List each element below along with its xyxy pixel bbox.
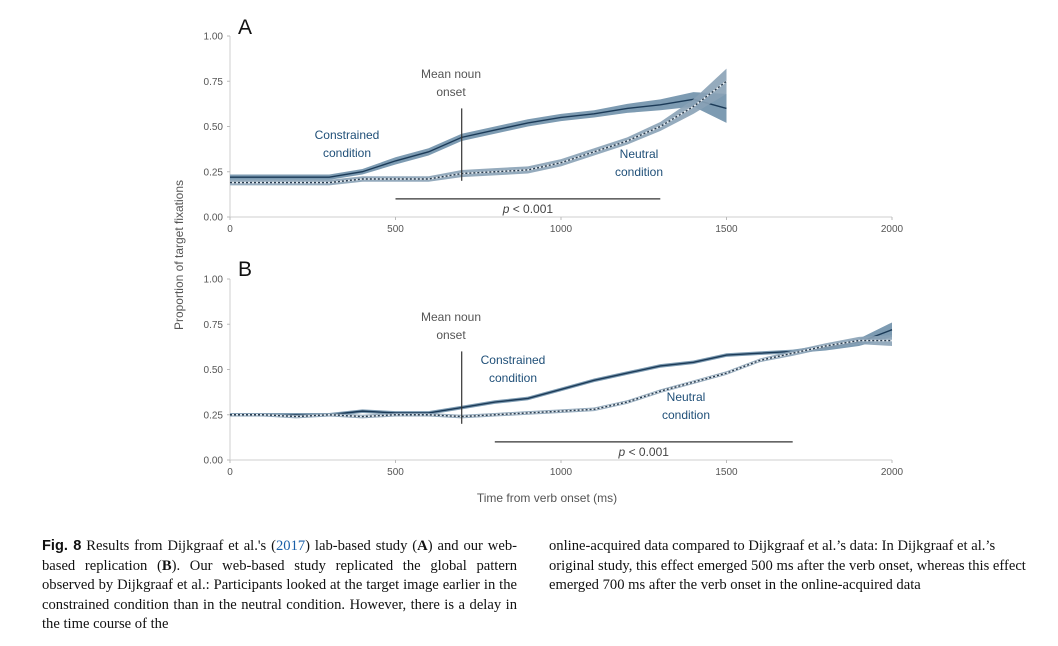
caption-panel-a-ref: A — [417, 538, 428, 554]
neutral-ci-band — [230, 335, 892, 419]
caption-text: ) and our web-based replication ( — [42, 538, 517, 574]
caption-text: Results from Dijkgraaf et al.'s ( — [81, 538, 276, 554]
neutral-condition-label: Neutral — [667, 390, 706, 404]
significance-value: < 0.001 — [625, 445, 669, 459]
significance-label: p < 0.001 — [502, 202, 554, 216]
panel-a-chart: A 0.00 0.25 0.50 0.75 1.00 0 500 1000 1500 2000 Mea… — [204, 16, 904, 235]
neutral-series-line — [230, 80, 727, 184]
figure-caption-right: online-acquired data compared to Dijkgra… — [549, 538, 1026, 593]
significance-p: p — [502, 202, 510, 216]
figure-caption-left: Fig. 8 Results from Dijkgraaf et al.'s (… — [42, 537, 517, 635]
neutral-line-core — [230, 339, 892, 418]
caption-text: ). Our web-based study replicated the gl… — [42, 557, 517, 633]
x-tick-label: 500 — [387, 467, 404, 478]
x-tick-label: 2000 — [881, 467, 904, 478]
x-tick-label: 500 — [387, 224, 404, 235]
constrained-condition-label: Constrained — [481, 353, 546, 367]
y-tick-label: 0.00 — [204, 213, 224, 224]
y-tick-label: 0.50 — [204, 122, 224, 133]
figure-8: Proportion of target fixations Time from… — [172, 16, 904, 505]
panel-label: B — [238, 258, 252, 281]
x-tick-label: 2000 — [881, 224, 904, 235]
y-axis-label: Proportion of target fixations — [172, 180, 186, 330]
y-tick-label: 0.25 — [204, 410, 224, 421]
y-tick-label: 1.00 — [204, 275, 224, 286]
noun-onset-label: onset — [436, 85, 466, 99]
caption-figure-label: Fig. 8 — [42, 538, 82, 554]
constrained-series-line — [230, 329, 893, 416]
constrained-ci-band — [230, 322, 892, 417]
caption-citation-link[interactable]: 2017 — [275, 538, 306, 554]
caption-text: ) lab-based study ( — [305, 538, 418, 554]
noun-onset-label: Mean noun — [421, 67, 481, 81]
y-tick-label: 0.00 — [204, 456, 224, 467]
x-tick-label: 0 — [227, 224, 233, 235]
y-tick-label: 1.00 — [204, 32, 224, 43]
panel-b-chart: B 0.00 0.25 0.50 0.75 1.00 0 500 1000 1500 2000 Mea… — [204, 258, 904, 478]
y-tick-label: 0.75 — [204, 77, 224, 88]
noun-onset-label: onset — [436, 328, 466, 342]
significance-value: < 0.001 — [509, 202, 553, 216]
neutral-condition-label: condition — [615, 165, 663, 179]
constrained-condition-label: condition — [323, 146, 371, 160]
constrained-series-line — [230, 98, 727, 178]
x-tick-label: 1500 — [715, 467, 738, 478]
constrained-condition-label: Constrained — [315, 128, 380, 142]
y-tick-label: 0.50 — [204, 365, 224, 376]
caption-panel-b-ref: B — [161, 557, 172, 574]
x-axis-label: Time from verb onset (ms) — [477, 491, 617, 505]
y-tick-label: 0.75 — [204, 320, 224, 331]
x-tick-label: 1000 — [550, 224, 573, 235]
panel-label: A — [238, 16, 252, 39]
noun-onset-label: Mean noun — [421, 310, 481, 324]
x-tick-label: 1000 — [550, 467, 573, 478]
neutral-condition-label: Neutral — [620, 147, 659, 161]
significance-p: p — [618, 445, 626, 459]
constrained-condition-label: condition — [489, 371, 537, 385]
x-tick-label: 0 — [227, 467, 233, 478]
constrained-ci-band — [230, 92, 727, 180]
y-tick-label: 0.25 — [204, 167, 224, 178]
neutral-condition-label: condition — [662, 408, 710, 422]
significance-label: p < 0.001 — [618, 445, 670, 459]
x-tick-label: 1500 — [715, 224, 738, 235]
